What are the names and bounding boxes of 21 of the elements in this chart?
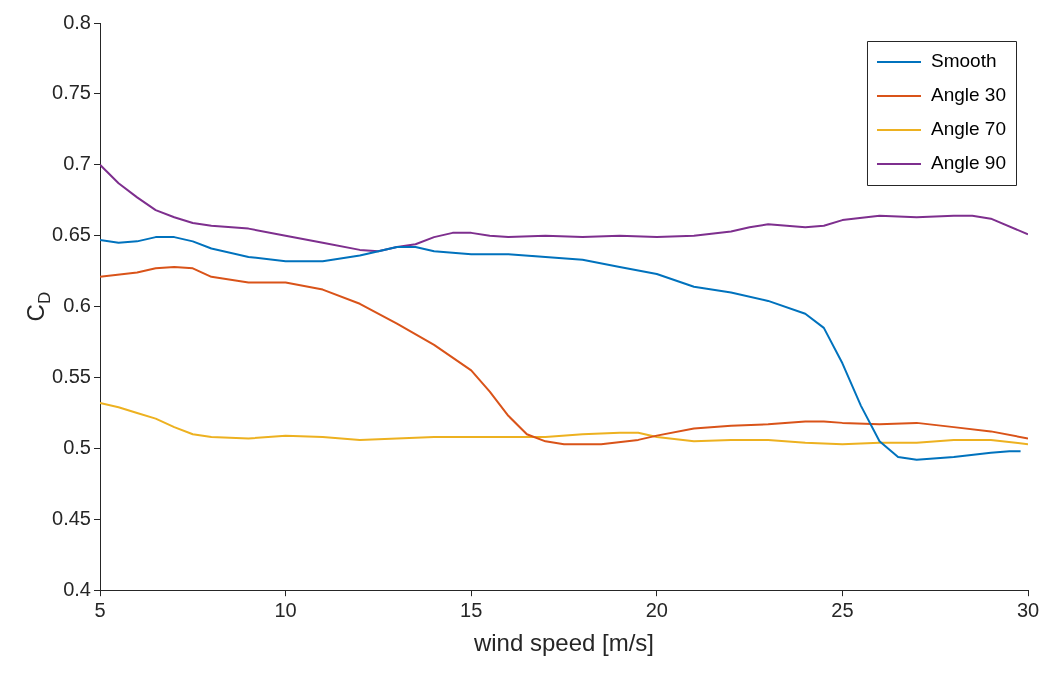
y-tick-label: 0.8 <box>63 10 91 33</box>
legend-label: Angle 70 <box>930 118 1007 140</box>
x-tick-label: 20 <box>645 598 668 621</box>
legend-label: Angle 30 <box>930 84 1007 106</box>
x-tick-label: 5 <box>94 598 106 621</box>
y-tick-label: 0.65 <box>52 223 91 246</box>
y-tick-label: 0.6 <box>63 294 91 317</box>
x-tick-label: 10 <box>274 598 297 621</box>
y-tick-label: 0.45 <box>52 506 91 529</box>
x-axis-title: wind speed [m/s] <box>472 629 655 657</box>
y-tick-label: 0.4 <box>63 577 91 600</box>
y-tick-label: 0.7 <box>63 152 91 175</box>
x-tick-label: 30 <box>1016 598 1040 621</box>
x-tick-label: 15 <box>460 598 483 621</box>
y-tick-label: 0.75 <box>52 81 91 104</box>
y-axis-title: CD <box>22 291 54 322</box>
y-tick-label: 0.55 <box>52 365 91 388</box>
legend-label: Smooth <box>930 50 997 72</box>
x-tick-label: 25 <box>831 598 854 621</box>
legend-label: Angle 90 <box>930 152 1007 174</box>
y-tick-label: 0.5 <box>63 435 91 458</box>
